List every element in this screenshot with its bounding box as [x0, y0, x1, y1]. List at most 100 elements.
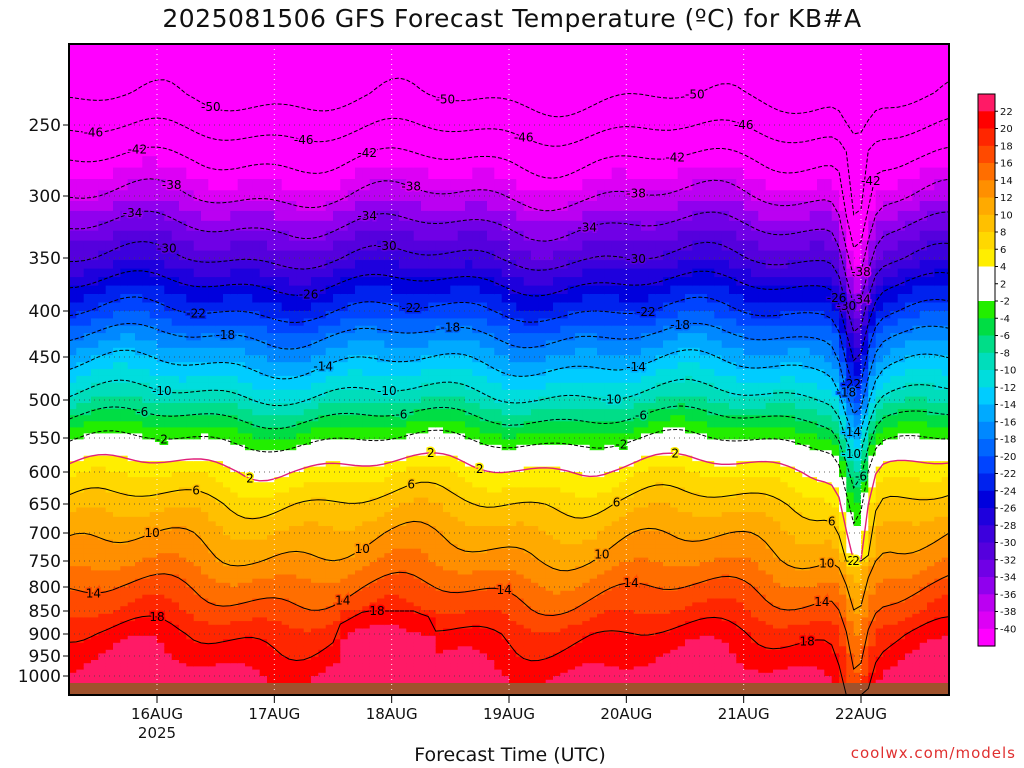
contour-label: -6: [395, 407, 407, 421]
isotherm-10: [69, 520, 949, 611]
isotherm--46: [69, 117, 949, 216]
colorbar-swatch: [978, 439, 995, 457]
colorbar-swatch: [978, 266, 995, 285]
contour-label: -42: [128, 142, 148, 156]
colorbar-label: -14: [1000, 400, 1016, 411]
isotherm-18: [69, 610, 949, 695]
colorbar-swatch: [978, 335, 995, 354]
contour-label: -2: [615, 438, 627, 452]
colorbar-label: -12: [1000, 383, 1016, 394]
colorbar-label: -38: [1000, 607, 1016, 618]
colorbar-label: 6: [1000, 245, 1006, 256]
colorbar-label: 22: [1000, 107, 1013, 118]
contour-label: -6: [136, 405, 148, 419]
contour-label: -38: [401, 180, 421, 194]
contour-label: -18: [836, 385, 856, 399]
x-tick-label: 18AUG: [366, 705, 418, 723]
colorbar-label: 16: [1000, 159, 1013, 170]
colorbar-label: -10: [1000, 366, 1016, 377]
contour-label: -34: [577, 221, 597, 235]
colorbar-label: -2: [1000, 297, 1010, 308]
colorbar-swatch: [978, 421, 995, 440]
colorbar-label: 14: [1000, 176, 1013, 187]
contour-label: -22: [636, 305, 656, 319]
colorbar-swatch: [978, 370, 995, 388]
isotherm--22: [69, 296, 949, 391]
contour-label: -26: [827, 291, 847, 305]
contour-label: -6: [855, 470, 867, 484]
colorbar-label: 12: [1000, 193, 1013, 204]
isotherm--2: [69, 428, 949, 525]
y-tick-label: 250: [29, 116, 61, 136]
contour-label: 2: [246, 472, 254, 486]
contour-label: -30: [377, 239, 397, 253]
y-tick-label: 1000: [18, 667, 61, 687]
isotherm--18: [69, 322, 949, 415]
x-tick-label: 19AUG: [483, 705, 535, 723]
contour-label: -30: [157, 242, 177, 256]
colorbar-label: -32: [1000, 555, 1016, 566]
colorbar-label: 8: [1000, 228, 1006, 239]
y-tick-label: 550: [29, 429, 61, 449]
colorbar-label: -40: [1000, 624, 1016, 635]
colorbar-swatch: [978, 283, 995, 302]
colorbar-swatch: [978, 128, 995, 147]
contour-label: 6: [192, 483, 200, 497]
contour-label: -14: [841, 425, 861, 439]
colorbar-label: -22: [1000, 469, 1016, 480]
contour-label: -22: [186, 307, 206, 321]
colorbar-label: 18: [1000, 141, 1013, 152]
isotherm--42: [69, 146, 949, 249]
contour-label: -50: [436, 93, 456, 107]
colorbar-swatch: [978, 197, 995, 216]
contour-label: 14: [496, 583, 511, 597]
contour-label: 2: [671, 446, 679, 460]
colorbar-label: -6: [1000, 331, 1010, 342]
isotherm--34: [69, 210, 949, 307]
colorbar-swatch: [978, 456, 995, 475]
contour-label: 10: [819, 557, 834, 571]
isotherm--30: [69, 240, 949, 333]
contour-label: -50: [201, 100, 221, 114]
contour-label: -42: [357, 146, 377, 160]
colorbar-label: -30: [1000, 538, 1016, 549]
contour-label: -38: [851, 265, 871, 279]
chart-title: 2025081506 GFS Forecast Temperature (ºC)…: [162, 4, 862, 33]
x-tick-label: 21AUG: [718, 705, 770, 723]
colorbar-label: -36: [1000, 590, 1016, 601]
contour-label: 10: [355, 542, 370, 556]
contour-label: 6: [828, 515, 836, 529]
contour-label: -10: [602, 393, 622, 407]
contour-label: 18: [369, 604, 384, 618]
colorbar-label: 10: [1000, 210, 1013, 221]
y-tick-label: 600: [29, 463, 61, 483]
colorbar-label: -16: [1000, 417, 1016, 428]
contour-label: -46: [734, 118, 754, 132]
credit-link[interactable]: coolwx.com/models: [850, 744, 1016, 762]
y-tick-label: 450: [29, 348, 61, 368]
contour-label: -14: [313, 360, 333, 374]
x-axis-label: Forecast Time (UTC): [414, 744, 606, 766]
colorbar-swatch: [978, 490, 995, 509]
colorbar-label: -34: [1000, 573, 1016, 584]
x-tick-label: 17AUG: [248, 705, 300, 723]
colorbar-label: 2: [1000, 279, 1006, 290]
contour-label: 14: [86, 586, 101, 600]
contour-label: 6: [407, 478, 415, 492]
grid-lines: [69, 44, 949, 695]
contour-label: 18: [149, 610, 164, 624]
isotherm-14: [69, 571, 949, 671]
y-tick-label: 900: [29, 625, 61, 645]
colorbar-label: -24: [1000, 486, 1016, 497]
y-tick-label: 500: [29, 391, 61, 411]
colorbar-swatch: [978, 525, 995, 544]
y-tick-label: 400: [29, 302, 61, 322]
contour-label: 18: [800, 635, 815, 649]
colorbar-label: -4: [1000, 314, 1010, 325]
contour-label: -18: [670, 318, 690, 332]
colorbar-swatch: [978, 352, 995, 371]
contour-labels: -50-50 -50-46-46 -46-46-42 -42 -42-42-38 -38-…: [82, 86, 882, 650]
contour-label: -42: [665, 151, 685, 165]
